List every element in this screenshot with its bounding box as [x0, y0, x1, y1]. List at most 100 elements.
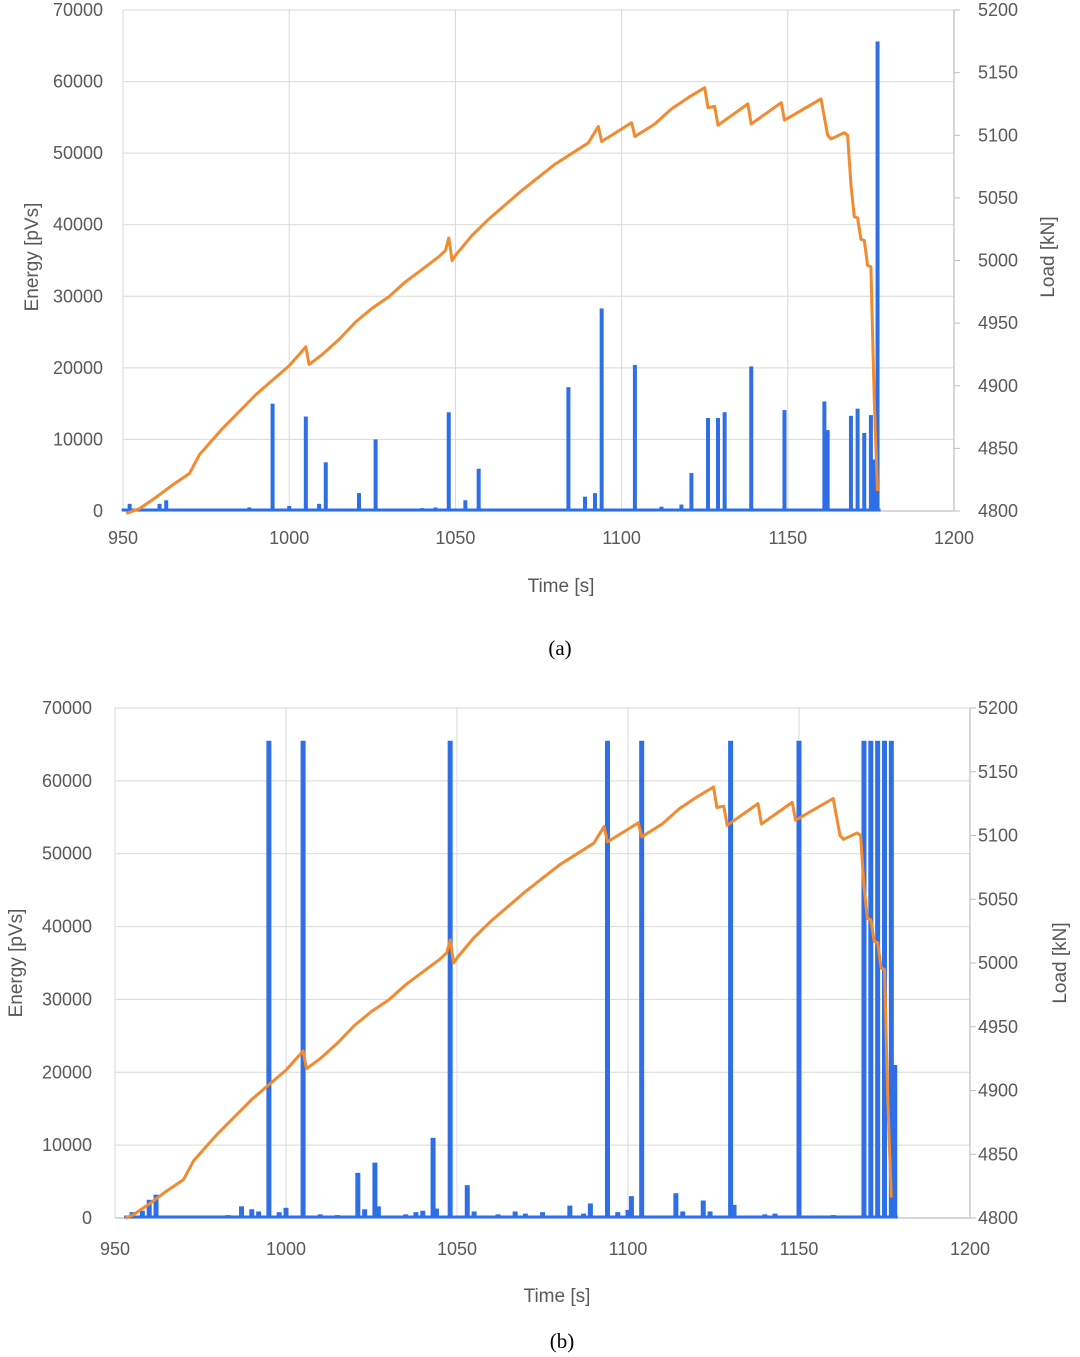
x-tick-label: 1000: [269, 528, 309, 548]
y-tick-label-right: 4950: [978, 1017, 1018, 1037]
energy-bar: [334, 1215, 340, 1218]
energy-bar: [512, 1211, 518, 1218]
energy-bar: [127, 503, 132, 511]
energy-bar: [249, 1209, 255, 1218]
y-tick-label-right: 5150: [978, 762, 1018, 782]
x-tick-label: 1050: [435, 528, 475, 548]
x-tick-label: 1000: [266, 1239, 306, 1259]
energy-bar: [731, 1204, 737, 1218]
y-axis-title-left: Energy [pVs]: [22, 203, 43, 312]
y-tick-label-left: 20000: [53, 358, 103, 378]
y-tick-label-right: 5100: [978, 125, 1018, 145]
y-tick-label-right: 5050: [978, 889, 1018, 909]
energy-bar: [153, 1194, 159, 1218]
energy-bar: [872, 459, 877, 511]
y-tick-label-left: 30000: [42, 989, 92, 1009]
energy-bar: [796, 740, 802, 1218]
y-tick-label-left: 10000: [53, 429, 103, 449]
energy-bar: [567, 1205, 573, 1218]
energy-bar: [583, 496, 588, 511]
energy-bar: [830, 1215, 836, 1218]
y-tick-label-left: 70000: [42, 698, 92, 718]
energy-bar: [599, 308, 604, 511]
x-tick-label: 950: [108, 528, 138, 548]
x-tick-label: 1150: [780, 1239, 819, 1259]
energy-bar: [303, 416, 308, 511]
energy-bar: [464, 1185, 470, 1218]
energy-bar: [762, 1214, 768, 1218]
energy-bar: [225, 1215, 231, 1218]
energy-bar: [689, 473, 694, 511]
energy-bar: [420, 1210, 426, 1218]
energy-bar: [875, 740, 881, 1218]
y-tick-label-right: 4800: [978, 1208, 1018, 1228]
plot-area: 0 10000 20000 30000 40000 50000 60000 70000 950 1…: [42, 698, 1018, 1259]
energy-bar: [848, 415, 853, 511]
chart-panel-a: 0 10000 20000 30000 40000 50000 60000 70000 950 1…: [22, 0, 1059, 660]
energy-bar: [581, 1213, 587, 1218]
energy-bar: [476, 468, 481, 511]
energy-bar: [540, 1212, 545, 1218]
energy-bar: [287, 505, 292, 511]
energy-bar: [198, 1215, 203, 1218]
energy-bar: [446, 412, 451, 511]
energy-bar: [875, 41, 880, 512]
energy-bar: [772, 1213, 778, 1218]
y-tick-label-left: 10000: [42, 1135, 92, 1155]
y-tick-label-left: 60000: [53, 72, 103, 92]
y-tick-label-left: 60000: [42, 771, 92, 791]
x-tick-label: 1200: [934, 528, 974, 548]
energy-bar: [680, 1211, 686, 1218]
y-tick-label-left: 0: [93, 501, 103, 521]
y-tick-label-left: 0: [82, 1208, 92, 1228]
y-tick-label-left: 50000: [42, 844, 92, 864]
energy-bar: [239, 1206, 245, 1218]
energy-bar: [862, 432, 867, 511]
y-tick-label-right: 5150: [978, 63, 1018, 83]
y-axis-title-right: Load [kN]: [1050, 922, 1071, 1003]
energy-bar: [700, 1200, 706, 1218]
energy-bar: [375, 1206, 381, 1218]
energy-bar: [146, 1199, 152, 1218]
energy-bar: [625, 1209, 631, 1218]
energy-bar: [632, 364, 637, 511]
energy-bar: [300, 740, 306, 1218]
energy-bar: [396, 508, 401, 511]
energy-bar: [604, 740, 610, 1218]
y-tick-label-right: 4900: [978, 1081, 1018, 1101]
energy-bar: [430, 1137, 436, 1218]
energy-bar: [403, 1214, 409, 1218]
x-axis-title: Time [s]: [524, 1286, 591, 1307]
energy-bar: [522, 1213, 528, 1218]
energy-bar: [495, 1214, 501, 1218]
energy-bar: [157, 503, 162, 511]
energy-bar: [639, 740, 645, 1218]
x-tick-label: 1150: [768, 528, 807, 548]
y-tick-label-left: 40000: [42, 917, 92, 937]
energy-bar: [413, 1212, 419, 1218]
y-tick-label-right: 4900: [978, 376, 1018, 396]
energy-bar: [706, 417, 711, 511]
energy-bar: [139, 1210, 145, 1218]
energy-bar: [355, 1172, 361, 1218]
energy-bar: [628, 1196, 634, 1218]
load-line: [125, 86, 879, 515]
y-tick-label-right: 4850: [978, 1144, 1018, 1164]
energy-bar: [357, 493, 362, 511]
energy-bar: [673, 1193, 679, 1218]
energy-bar: [615, 1212, 621, 1218]
energy-bar: [868, 740, 874, 1218]
energy-bar: [855, 408, 860, 511]
energy-bar: [892, 1065, 898, 1218]
energy-bar: [256, 1211, 262, 1218]
panel-caption: (b): [550, 1329, 575, 1353]
y-tick-label-right: 4850: [978, 438, 1018, 458]
x-axis-title: Time [s]: [528, 576, 595, 597]
x-tick-label: 950: [100, 1239, 130, 1259]
energy-bar: [679, 504, 684, 511]
energy-bar: [722, 412, 727, 511]
y-tick-label-left: 20000: [42, 1062, 92, 1082]
energy-bar: [888, 740, 894, 1218]
y-tick-label-right: 5050: [978, 188, 1018, 208]
